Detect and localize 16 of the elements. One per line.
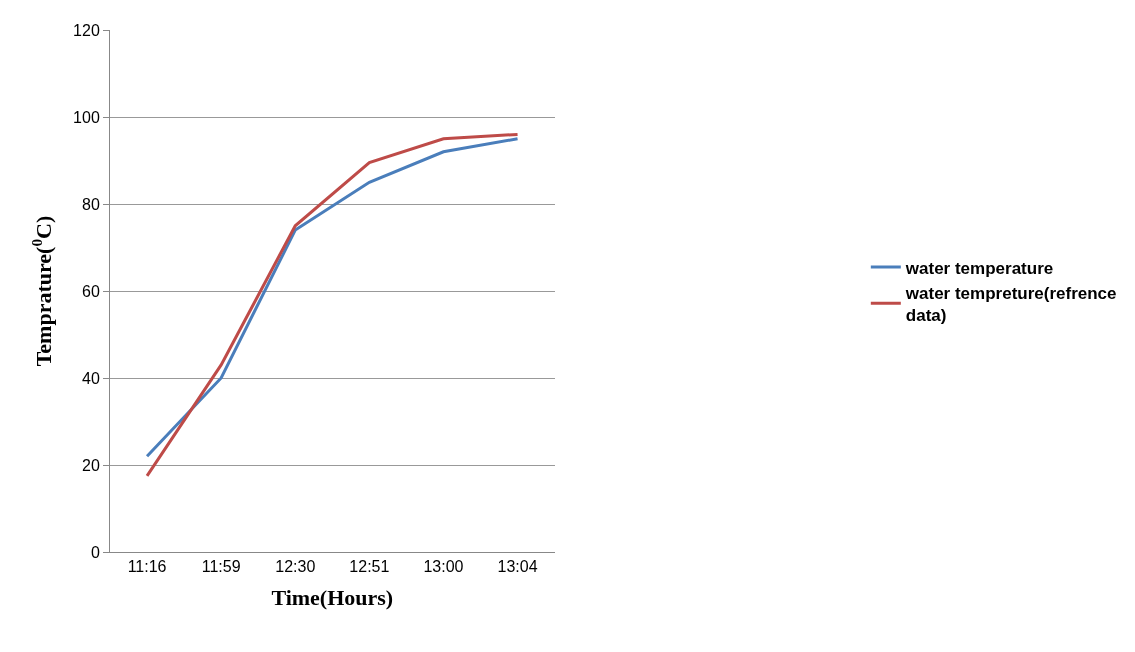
legend-label: water tempreture(refrence data) — [904, 283, 1117, 325]
y-tick-label: 100 — [73, 108, 100, 126]
y-tick-label: 60 — [82, 282, 100, 300]
y-tick-label: 120 — [73, 21, 100, 39]
y-tick-label: 20 — [82, 456, 100, 474]
x-tick-label: 13:00 — [423, 558, 464, 576]
x-tick-label: 13:04 — [497, 558, 538, 576]
x-tick-label: 12:30 — [275, 558, 316, 576]
y-tick-label: 40 — [82, 369, 100, 387]
x-tick-label: 12:51 — [349, 558, 390, 576]
x-axis-title: Time(Hours) — [271, 585, 394, 611]
y-tick-label: 0 — [90, 543, 100, 561]
x-tick-label: 11:16 — [127, 558, 167, 576]
y-tick-label: 80 — [82, 195, 100, 213]
legend-label: water temperature — [904, 258, 1054, 278]
x-tick-label: 11:59 — [201, 558, 241, 576]
